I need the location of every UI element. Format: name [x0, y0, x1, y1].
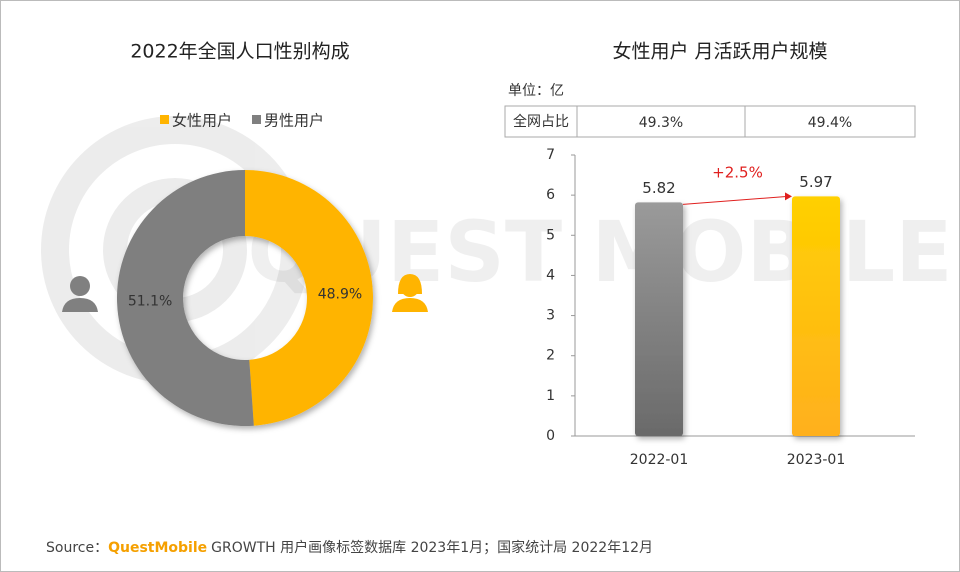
- table-cell: 49.3%: [639, 115, 683, 131]
- chart-title: 女性用户 月活跃用户规模: [612, 41, 827, 63]
- data-label: 5.97: [799, 173, 832, 191]
- y-tick-label: 4: [546, 267, 555, 283]
- y-tick-label: 5: [546, 227, 555, 243]
- annotation: +2.5%: [712, 164, 763, 182]
- data-label: 5.82: [642, 179, 675, 197]
- data-label: 51.1%: [128, 293, 172, 309]
- y-tick-label: 0: [546, 428, 555, 444]
- share-table: [504, 105, 916, 138]
- source-prefix: Source：: [46, 540, 108, 556]
- table-row-label: 全网占比: [513, 113, 569, 130]
- source-brand: QuestMobile: [108, 540, 207, 556]
- growth-arrow: [682, 195, 789, 205]
- legend-label: 男性用户: [264, 112, 324, 130]
- arrow-head: [785, 192, 792, 201]
- legend-swatch: [160, 115, 169, 124]
- x-tick-label: 2023-01: [787, 452, 846, 468]
- y-tick-label: 1: [546, 388, 555, 404]
- table-cell: 49.4%: [808, 115, 852, 131]
- legend-swatch: [252, 115, 261, 124]
- unit-label: 单位：亿: [508, 83, 564, 99]
- x-tick-label: 2022-01: [630, 452, 689, 468]
- y-tick-label: 2: [546, 348, 555, 364]
- bar: [792, 196, 840, 436]
- donut-slice: [245, 170, 373, 426]
- donut: [116, 170, 373, 426]
- donut-slice: [116, 170, 254, 426]
- female-icon: [392, 274, 428, 312]
- source: Source：QuestMobile GROWTH 用户画像标签数据库 2023年…: [46, 539, 653, 556]
- y-tick-label: 6: [546, 187, 555, 203]
- bar: [635, 202, 683, 436]
- legend-label: 女性用户: [172, 112, 232, 130]
- y-tick-label: 3: [546, 308, 555, 324]
- source-text: GROWTH 用户画像标签数据库 2023年1月；国家统计局 2022年12月: [211, 539, 653, 556]
- chart-title: 2022年全国人口性别构成: [130, 41, 349, 63]
- y-tick-label: 7: [546, 147, 555, 163]
- male-icon: [62, 276, 98, 312]
- data-label: 48.9%: [318, 287, 362, 303]
